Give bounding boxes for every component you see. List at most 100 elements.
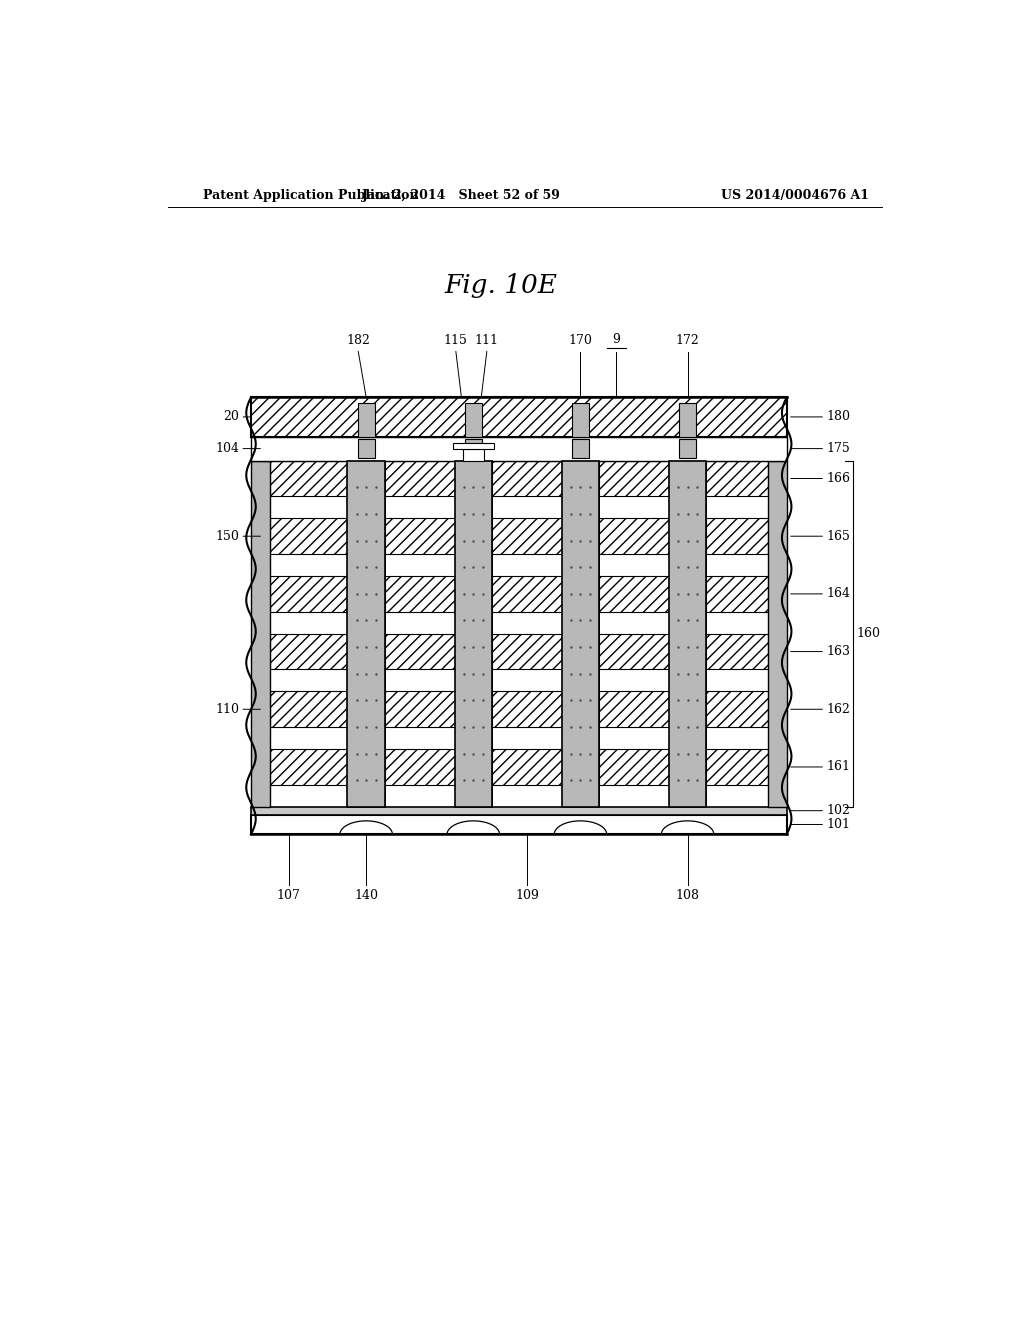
Bar	[493, 461, 562, 496]
Bar	[269, 669, 347, 692]
Bar	[599, 727, 669, 748]
Bar	[493, 576, 562, 611]
Bar	[455, 461, 493, 807]
Bar	[453, 444, 494, 449]
Text: 172: 172	[676, 334, 699, 347]
Text: 150: 150	[215, 529, 239, 543]
Text: 161: 161	[826, 760, 850, 774]
Bar	[599, 692, 669, 727]
Bar	[269, 576, 347, 611]
Bar	[493, 727, 562, 748]
Bar	[463, 449, 483, 461]
Bar	[599, 634, 669, 669]
Bar	[572, 440, 589, 458]
Bar	[465, 403, 481, 437]
Bar	[707, 785, 768, 807]
Bar	[385, 611, 455, 634]
Bar	[599, 519, 669, 554]
Bar	[269, 461, 347, 496]
Bar	[493, 634, 562, 669]
Bar	[385, 461, 455, 496]
Bar	[679, 403, 696, 437]
Bar	[599, 611, 669, 634]
Text: 108: 108	[676, 890, 699, 902]
Text: 180: 180	[826, 411, 850, 424]
Text: 182: 182	[346, 334, 371, 347]
Bar	[599, 576, 669, 611]
Bar	[599, 461, 669, 496]
Bar	[357, 440, 375, 458]
Bar	[251, 807, 786, 814]
Bar	[707, 576, 768, 611]
Bar	[493, 496, 562, 519]
Bar	[707, 611, 768, 634]
Bar	[385, 519, 455, 554]
Bar	[269, 519, 347, 554]
Bar	[269, 748, 347, 785]
Bar	[269, 634, 347, 669]
Bar	[599, 748, 669, 785]
Text: 101: 101	[826, 818, 850, 832]
Text: 111: 111	[475, 334, 499, 347]
Bar	[707, 727, 768, 748]
Bar	[251, 814, 786, 834]
Bar	[385, 692, 455, 727]
Text: 115: 115	[444, 334, 468, 347]
Bar	[269, 496, 347, 519]
Bar	[669, 461, 707, 807]
Text: 104: 104	[215, 442, 239, 455]
Bar	[707, 554, 768, 576]
Text: 170: 170	[568, 334, 593, 347]
Text: 102: 102	[826, 804, 850, 817]
Bar	[562, 461, 599, 807]
Text: Jan. 2, 2014   Sheet 52 of 59: Jan. 2, 2014 Sheet 52 of 59	[361, 189, 561, 202]
Text: 9: 9	[612, 334, 620, 346]
Bar	[599, 669, 669, 692]
Text: 20: 20	[223, 411, 239, 424]
Text: 165: 165	[826, 529, 850, 543]
Bar	[493, 785, 562, 807]
Text: 162: 162	[826, 702, 850, 715]
Bar	[493, 692, 562, 727]
Bar	[269, 611, 347, 634]
Text: 109: 109	[515, 890, 539, 902]
Text: US 2014/0004676 A1: US 2014/0004676 A1	[721, 189, 868, 202]
Bar	[493, 519, 562, 554]
Bar	[707, 669, 768, 692]
Bar	[385, 727, 455, 748]
Bar	[599, 496, 669, 519]
Bar	[707, 634, 768, 669]
Text: Patent Application Publication: Patent Application Publication	[204, 189, 419, 202]
Bar	[707, 692, 768, 727]
Bar	[572, 403, 589, 437]
Bar	[707, 461, 768, 496]
Bar	[599, 554, 669, 576]
Text: 164: 164	[826, 587, 850, 601]
Bar	[385, 554, 455, 576]
Text: 166: 166	[826, 473, 850, 484]
Bar	[385, 496, 455, 519]
Bar	[493, 611, 562, 634]
Bar	[385, 748, 455, 785]
Bar	[251, 397, 786, 437]
Bar	[599, 785, 669, 807]
Bar	[385, 785, 455, 807]
Bar	[385, 669, 455, 692]
Bar	[347, 461, 385, 807]
Text: 163: 163	[826, 645, 850, 659]
Text: 140: 140	[354, 890, 378, 902]
Bar	[493, 748, 562, 785]
Text: 110: 110	[215, 702, 239, 715]
Bar	[385, 576, 455, 611]
Bar	[251, 461, 269, 807]
Bar	[251, 437, 786, 461]
Bar	[269, 554, 347, 576]
Bar	[269, 727, 347, 748]
Text: Fig. 10E: Fig. 10E	[444, 273, 557, 298]
Bar	[493, 554, 562, 576]
Bar	[707, 496, 768, 519]
Text: 175: 175	[826, 442, 850, 455]
Bar	[269, 692, 347, 727]
Bar	[768, 461, 786, 807]
Bar	[679, 440, 696, 458]
